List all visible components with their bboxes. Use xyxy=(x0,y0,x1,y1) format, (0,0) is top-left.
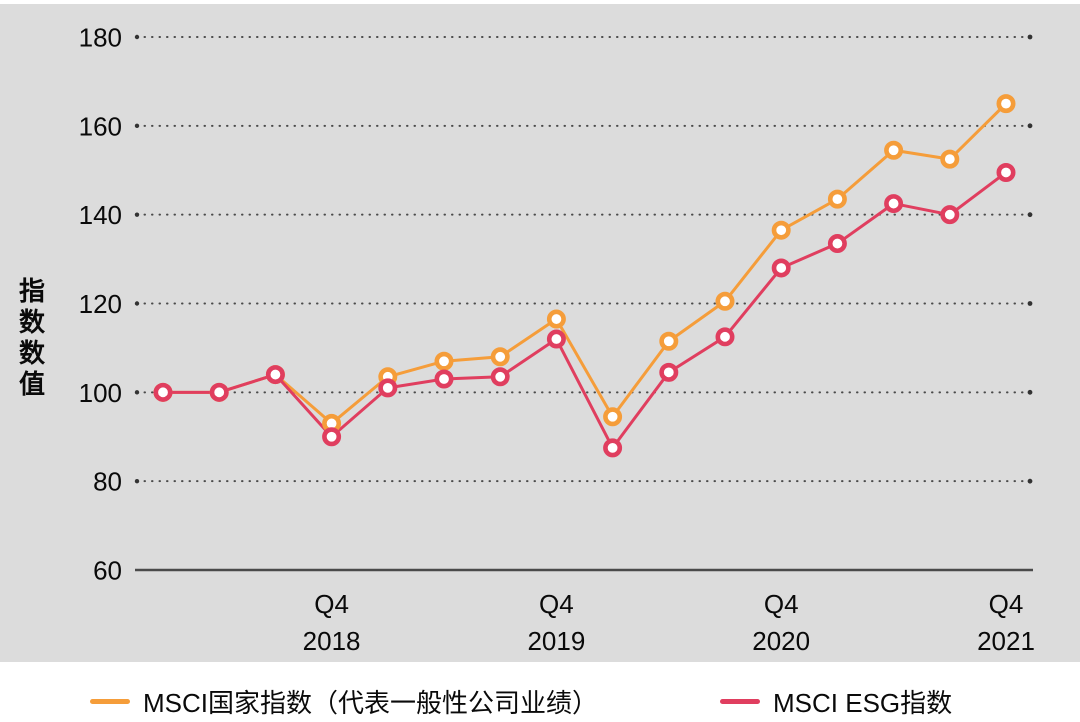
gridline-start-dot xyxy=(134,34,140,40)
x-tick-label: Q4 2018 xyxy=(303,589,361,656)
gridline-start-dot xyxy=(134,478,140,484)
data-point-marker-0-13 xyxy=(884,140,904,160)
x-tick-label: Q4 2021 xyxy=(977,589,1035,656)
line-chart-svg: 180 160 140 120 100 80 60 Q4 2018 Q4 2019 Q4 2020 Q4 2… xyxy=(79,23,1035,657)
data-point-marker-0-12 xyxy=(827,189,847,209)
y-tick-label: 60 xyxy=(93,556,122,586)
data-point-marker-0-8 xyxy=(603,407,623,427)
gridline-end-dot xyxy=(1027,123,1033,129)
chart-legend: MSCI国家指数（代表一般性公司业绩） MSCI ESG指数 xyxy=(0,682,1080,722)
legend-item-esg-index: MSCI ESG指数 xyxy=(720,682,952,720)
gridline-end-dot xyxy=(1027,212,1033,218)
data-point-marker-0-6 xyxy=(490,347,510,367)
data-point-marker-1-7 xyxy=(546,329,566,349)
legend-label-esg-index: MSCI ESG指数 xyxy=(773,687,953,718)
gridline-start-dot xyxy=(134,123,140,129)
data-point-marker-1-1 xyxy=(209,382,229,402)
gridline-end-dot xyxy=(1027,478,1033,484)
data-point-marker-0-10 xyxy=(715,291,735,311)
data-point-marker-0-7 xyxy=(546,309,566,329)
gridline-start-dot xyxy=(134,390,140,395)
data-point-marker-0-11 xyxy=(771,220,791,240)
data-point-marker-0-15 xyxy=(996,94,1016,114)
data-point-marker-1-11 xyxy=(771,258,791,278)
data-point-marker-1-15 xyxy=(996,162,1016,182)
data-point-marker-1-14 xyxy=(940,205,960,225)
data-point-marker-1-4 xyxy=(378,378,398,398)
x-tick-label: Q4 2020 xyxy=(752,589,810,656)
y-axis-title: 指数数值 xyxy=(18,276,45,399)
y-tick-label: 140 xyxy=(79,200,122,230)
gridline-start-dot xyxy=(134,301,140,306)
data-point-marker-0-9 xyxy=(659,331,679,351)
data-point-marker-0-14 xyxy=(940,149,960,169)
data-point-marker-1-12 xyxy=(827,234,847,254)
plot-area-background xyxy=(0,4,1080,662)
y-tick-label: 180 xyxy=(79,23,122,53)
data-point-marker-1-13 xyxy=(884,194,904,214)
legend-label-country-index: MSCI国家指数（代表一般性公司业绩） xyxy=(143,687,599,718)
gridline-start-dot xyxy=(134,212,140,217)
legend-dash-pink-icon xyxy=(720,698,760,704)
y-tick-label: 160 xyxy=(79,111,122,141)
data-point-marker-1-2 xyxy=(265,365,285,385)
y-tick-label: 120 xyxy=(79,289,122,319)
y-tick-label: 80 xyxy=(93,467,122,497)
gridline-end-dot xyxy=(1027,34,1033,40)
data-point-marker-1-6 xyxy=(490,367,510,387)
legend-dash-orange-icon xyxy=(90,698,130,704)
y-tick-label: 100 xyxy=(79,378,122,408)
data-point-marker-1-9 xyxy=(659,362,679,382)
legend-item-country-index: MSCI国家指数（代表一般性公司业绩） xyxy=(90,682,598,720)
data-point-marker-1-0 xyxy=(153,382,173,402)
data-point-marker-0-5 xyxy=(434,351,454,371)
data-point-marker-1-3 xyxy=(322,427,342,447)
gridline-end-dot xyxy=(1027,389,1033,395)
series-line-0 xyxy=(161,102,1008,425)
x-tick-label: Q4 2019 xyxy=(527,589,585,656)
data-point-marker-1-8 xyxy=(603,438,623,458)
data-point-marker-1-10 xyxy=(715,327,735,347)
data-point-marker-1-5 xyxy=(434,369,454,389)
gridline-end-dot xyxy=(1027,301,1033,306)
series-line-1 xyxy=(161,170,1008,450)
